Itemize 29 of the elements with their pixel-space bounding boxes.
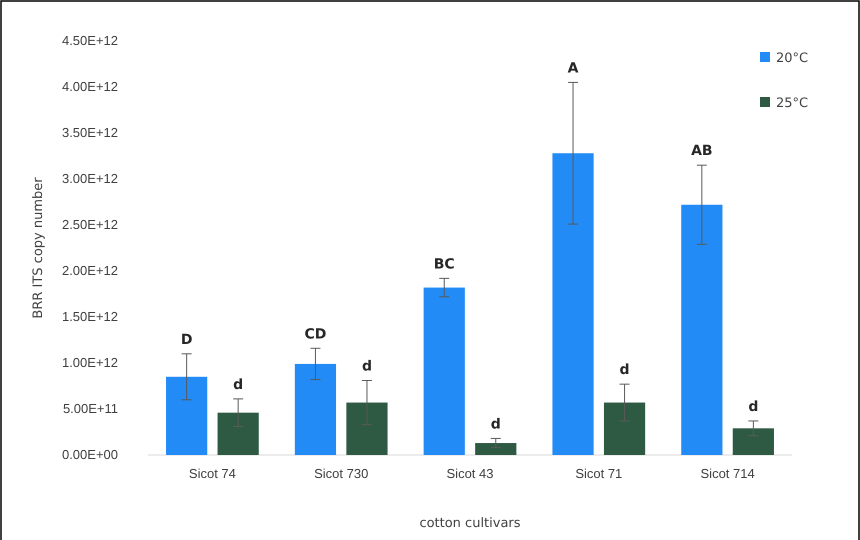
y-tick-label: 5.00E+11 [62, 401, 118, 416]
y-tick-label: 2.50E+12 [62, 217, 118, 232]
y-axis-title: BRR ITS copy number [31, 176, 46, 319]
y-tick-label: 1.50E+12 [62, 309, 118, 324]
annotation: AB [691, 143, 713, 160]
y-tick-label: 1.00E+12 [62, 355, 118, 370]
y-tick-label: 3.00E+12 [62, 171, 118, 186]
y-tick-label: 2.00E+12 [62, 263, 118, 278]
y-tick-label: 4.00E+12 [62, 79, 118, 94]
x-tick-label: Sicot 730 [314, 466, 368, 482]
x-axis-title: cotton cultivars [419, 516, 521, 531]
annotation: d [620, 362, 630, 378]
x-tick-label: Sicot 71 [575, 466, 622, 482]
y-tick-label: 3.50E+12 [62, 125, 118, 140]
annotation: A [568, 60, 579, 76]
annotation: D [180, 332, 192, 348]
y-tick-label: 0.00E+00 [62, 447, 118, 462]
x-tick-label: Sicot 74 [188, 466, 236, 482]
annotation: d [362, 358, 372, 374]
annotation: d [233, 376, 244, 393]
legend-label: 20°C [776, 51, 808, 66]
annotation: d [490, 416, 501, 432]
annotation: CD [304, 326, 326, 342]
annotation: BC [434, 256, 455, 272]
annotation: d [748, 398, 758, 415]
x-tick-label: Sicot 714 [700, 466, 755, 482]
legend-label: 25°C [776, 96, 808, 111]
x-tick-label: Sicot 43 [446, 466, 494, 482]
y-tick-label: 4.50E+12 [62, 33, 118, 48]
